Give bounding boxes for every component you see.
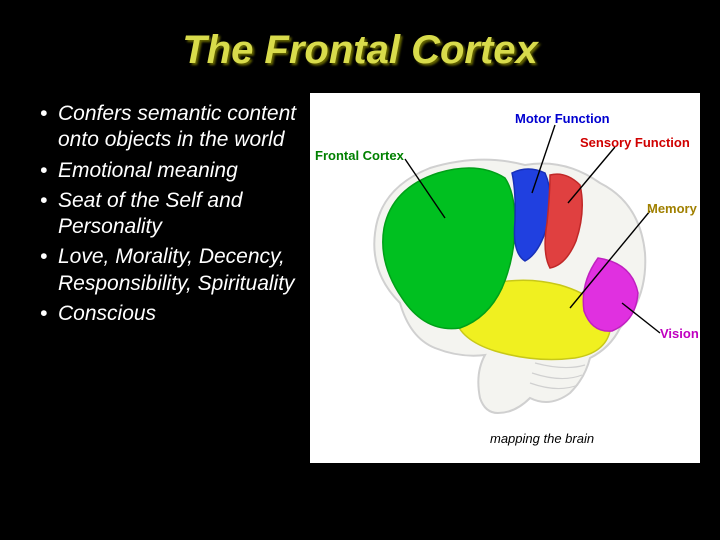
bullet-item: Seat of the Self and Personality bbox=[40, 188, 300, 241]
label-sensory: Sensory Function bbox=[580, 135, 690, 150]
bullet-item: Emotional meaning bbox=[40, 158, 300, 184]
brain-diagram: Frontal Cortex Motor Function Sensory Fu… bbox=[300, 93, 700, 463]
label-motor: Motor Function bbox=[515, 111, 610, 126]
diagram-box: Frontal Cortex Motor Function Sensory Fu… bbox=[310, 93, 700, 463]
bullet-item: Love, Morality, Decency, Responsibility,… bbox=[40, 244, 300, 297]
slide-title: The Frontal Cortex bbox=[0, 0, 720, 93]
label-vision: Vision bbox=[660, 326, 699, 341]
bullet-item: Conscious bbox=[40, 301, 300, 327]
diagram-caption: mapping the brain bbox=[490, 431, 594, 446]
label-frontal: Frontal Cortex bbox=[315, 148, 404, 163]
bullet-item: Confers semantic content onto objects in… bbox=[40, 101, 300, 154]
content-row: Confers semantic content onto objects in… bbox=[0, 93, 720, 463]
label-memory: Memory bbox=[647, 201, 697, 216]
bullet-list: Confers semantic content onto objects in… bbox=[20, 93, 300, 463]
